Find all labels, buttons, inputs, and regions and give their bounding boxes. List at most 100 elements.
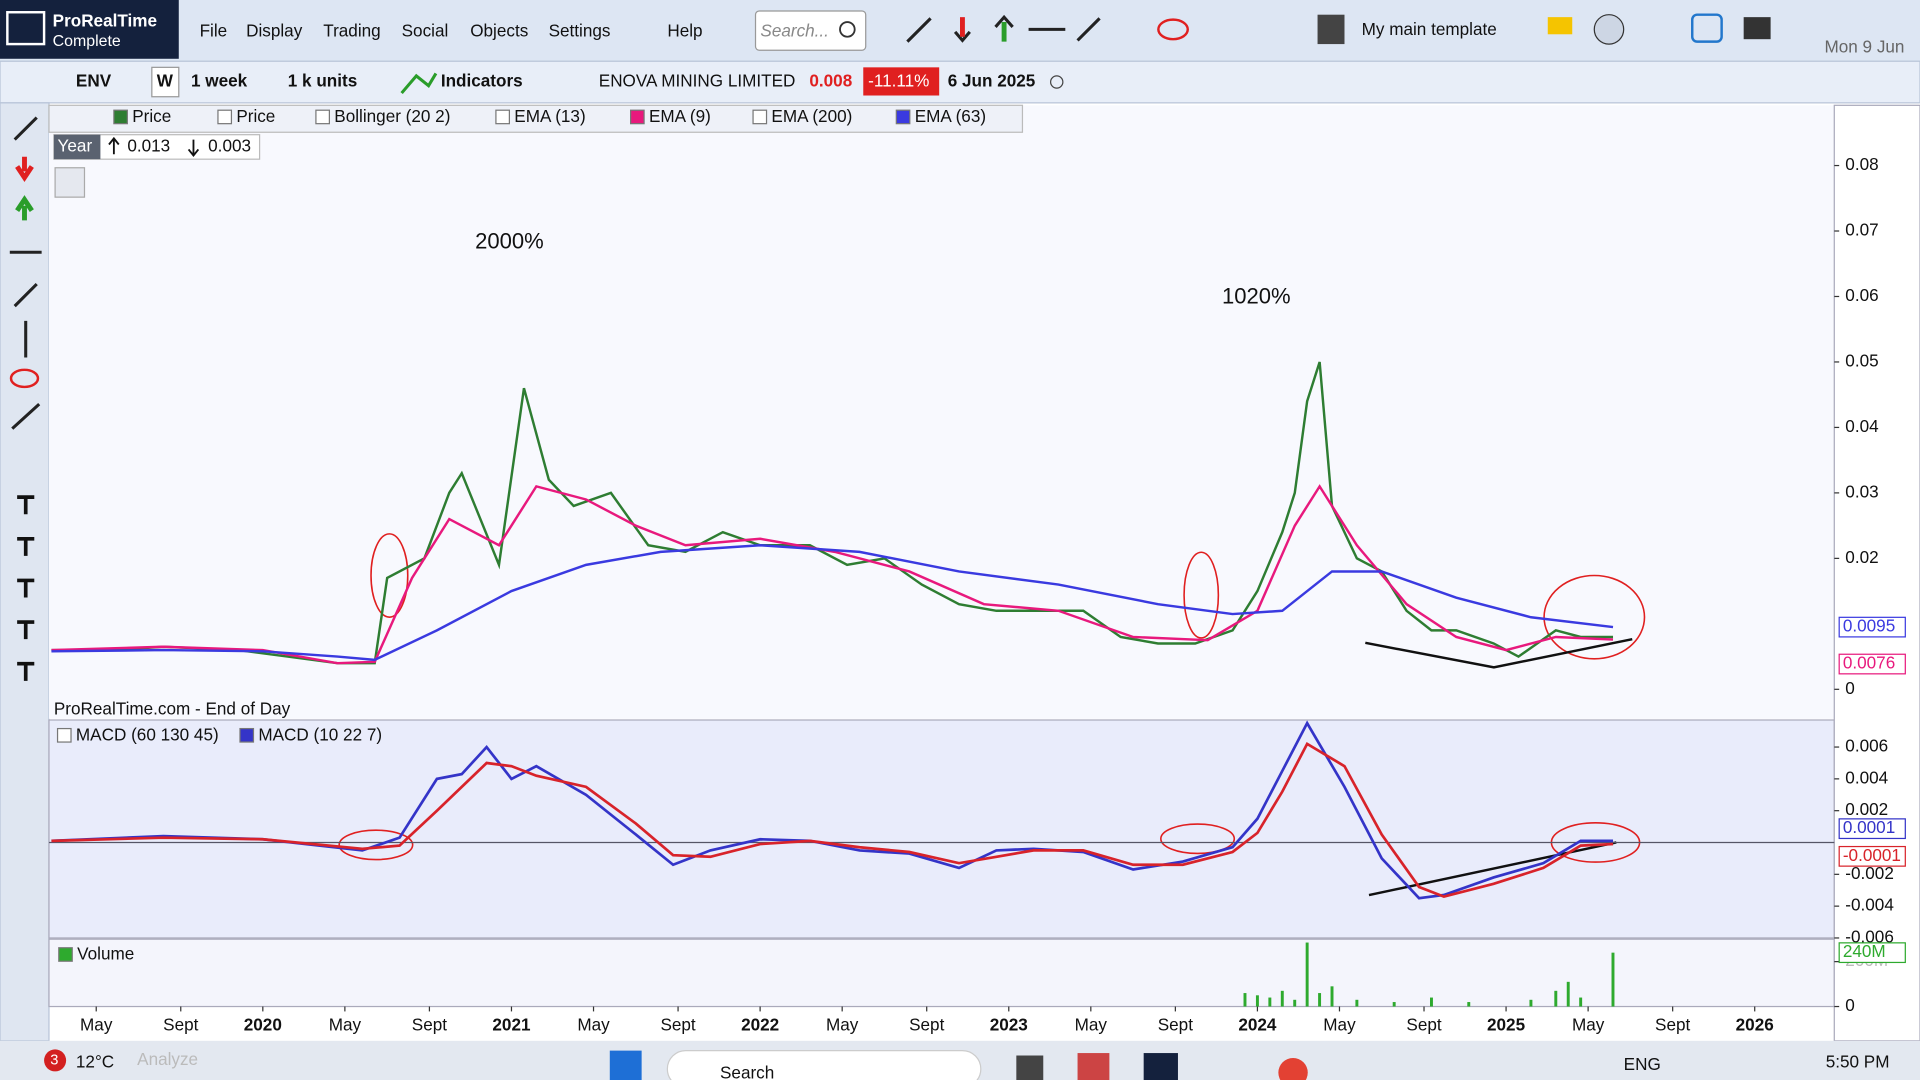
x-tick-label: Sept [1406, 1015, 1441, 1035]
y-tick-label: 0.05 [1845, 350, 1878, 370]
save-icon[interactable] [1317, 14, 1345, 45]
legend-label[interactable]: EMA (13) [514, 106, 585, 126]
keyboard-icon[interactable] [1743, 17, 1771, 40]
legend-swatch[interactable] [58, 947, 73, 962]
trend-lines [1365, 637, 1633, 897]
template-name[interactable]: My main template [1362, 19, 1497, 39]
last-value-label: 0.0076 [1843, 653, 1895, 673]
flag-icon[interactable] [1547, 17, 1573, 35]
series-line [51, 544, 1614, 662]
menu-item[interactable]: Help [667, 20, 702, 40]
search-placeholder: Search... [760, 20, 829, 40]
sell-tool[interactable] [15, 156, 34, 182]
date: Mon 9 Jun [1824, 36, 1904, 56]
toolbar-indicators[interactable]: Indicators [441, 71, 523, 91]
x-tick-label: Sept [1158, 1015, 1193, 1035]
legend-label[interactable]: Bollinger (20 2) [334, 106, 450, 126]
legend-label[interactable]: MACD (60 130 45) [76, 724, 219, 744]
app-icon[interactable] [1016, 1055, 1044, 1080]
x-tick-label: Sept [660, 1015, 695, 1035]
legend-swatch[interactable] [217, 109, 233, 125]
legend-swatch[interactable] [56, 727, 72, 743]
legend-label[interactable]: MACD (10 22 7) [258, 724, 382, 744]
menu-item[interactable]: Display [246, 20, 303, 40]
legend-label[interactable]: EMA (200) [771, 106, 852, 126]
refresh-icon[interactable] [1691, 13, 1723, 43]
legend-swatch[interactable] [495, 109, 510, 125]
language[interactable]: ENG [1624, 1054, 1661, 1074]
range-label-bg [53, 134, 101, 160]
start-button[interactable] [609, 1050, 642, 1080]
search-box[interactable] [754, 10, 867, 51]
data-source: ProRealTime.com - End of Day [54, 699, 291, 719]
toolbar-date[interactable]: 6 Jun 2025 [948, 71, 1036, 91]
last-value-label: 0.0001 [1843, 817, 1895, 837]
notification-badge[interactable] [44, 1049, 67, 1072]
legend-swatch[interactable] [239, 727, 255, 743]
app-icon[interactable] [1077, 1053, 1110, 1080]
legend-label[interactable]: EMA (63) [915, 106, 986, 126]
widget[interactable]: Analyze [137, 1049, 198, 1069]
app-icon[interactable] [1143, 1053, 1178, 1080]
toolbar-last[interactable]: 0.008 [809, 71, 852, 91]
volume-bar [1529, 999, 1533, 1007]
tool-icons[interactable] [9, 116, 42, 430]
frequency-box[interactable] [151, 66, 180, 98]
menu-item[interactable]: Objects [470, 20, 528, 40]
legend-swatch[interactable] [315, 109, 330, 125]
text-tools[interactable] [17, 495, 35, 681]
annotations [338, 533, 1646, 863]
volume-bar [1611, 952, 1615, 1007]
legend-label[interactable]: EMA (9) [649, 106, 711, 126]
legend-label[interactable]: Volume [77, 944, 134, 964]
price-axis [1833, 104, 1920, 1042]
legend-swatch[interactable] [895, 109, 911, 125]
last-value-label: -0.0001 [1843, 845, 1901, 865]
toolbar-period[interactable]: 1 week [191, 71, 248, 91]
legend-label[interactable]: Price [132, 106, 171, 126]
x-tick-label: 2025 [1487, 1015, 1526, 1035]
ellipse-tool[interactable] [1157, 18, 1189, 41]
legend-swatch[interactable] [630, 109, 645, 125]
x-tick-label: May [577, 1015, 610, 1035]
last-value-label: 240M [1843, 941, 1886, 961]
y-tick-label: 0.08 [1845, 154, 1878, 174]
legend-swatch[interactable] [113, 109, 128, 125]
clock[interactable]: 5:50 PM [1826, 1051, 1890, 1071]
indicators-icon[interactable] [400, 72, 438, 95]
last-value-box [1838, 653, 1906, 675]
app-icon[interactable] [1278, 1057, 1308, 1080]
ellipse-tool[interactable] [9, 368, 40, 389]
volume-bar [1268, 997, 1272, 1007]
toolbar-instrument[interactable]: ENOVA MINING LIMITED [599, 71, 796, 91]
legend-label[interactable]: Price [236, 106, 275, 126]
last-value-label: 0.0095 [1843, 616, 1895, 636]
toolbar-change[interactable]: -11.11% [868, 71, 929, 91]
weather[interactable]: 12°C [76, 1051, 114, 1071]
menu-item[interactable]: File [200, 20, 228, 40]
toolbar-units[interactable]: 1 k units [288, 71, 357, 91]
y-tick-label: -0.004 [1845, 895, 1894, 915]
sound-icon[interactable] [1593, 14, 1625, 45]
menu-item[interactable]: Social [402, 20, 449, 40]
y-tick-label: 0.04 [1845, 416, 1879, 436]
y-tick-label: 0 [1845, 995, 1855, 1015]
volume-bar [1255, 995, 1259, 1007]
menu-item[interactable]: Trading [323, 20, 380, 40]
volume-bar [1579, 997, 1583, 1007]
legend-swatch[interactable] [752, 109, 768, 125]
calculator-icon[interactable] [54, 167, 86, 198]
y-tick-label: 0.004 [1845, 767, 1888, 787]
buy-tool[interactable] [15, 195, 34, 221]
y-tick-label: 0.03 [1845, 481, 1878, 501]
taskbar-search[interactable] [666, 1050, 982, 1080]
x-tick-label: 2021 [492, 1015, 531, 1035]
menu-item[interactable]: Settings [549, 20, 611, 40]
y-tick-label: -0.006 [1845, 926, 1894, 946]
volume-bar [1280, 990, 1284, 1007]
logo[interactable] [0, 0, 179, 59]
toolbar-ticker[interactable]: ENV [76, 71, 112, 91]
toolbar-frequency-code[interactable]: W [157, 71, 174, 91]
last-value-box [1838, 942, 1906, 964]
volume-bar [1305, 942, 1309, 1007]
